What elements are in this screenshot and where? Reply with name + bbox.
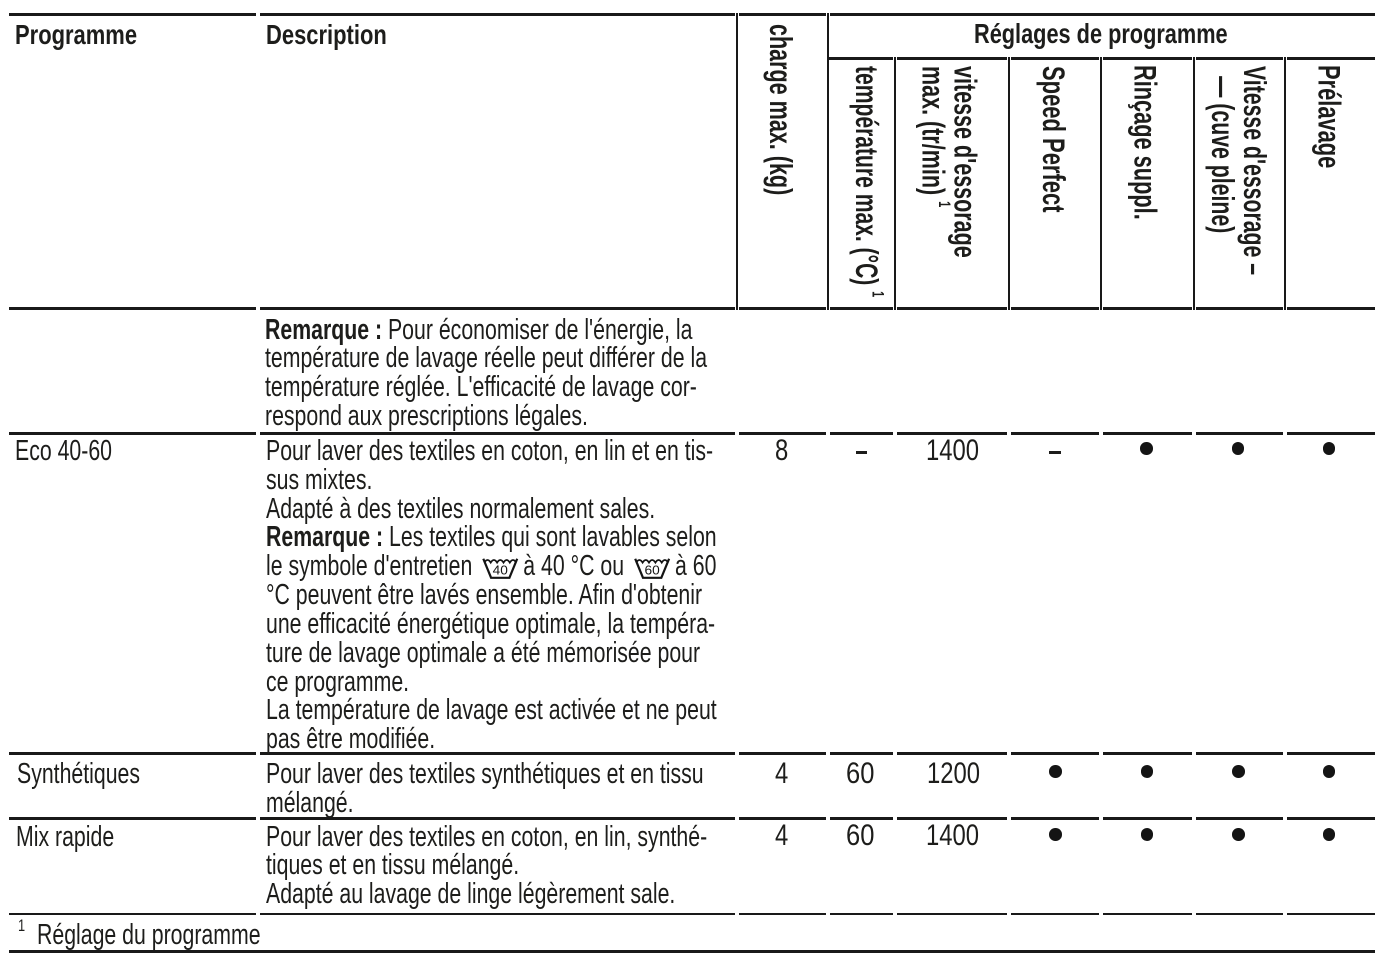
svg-text:40: 40 [493, 563, 508, 578]
svg-text:60: 60 [644, 563, 659, 578]
